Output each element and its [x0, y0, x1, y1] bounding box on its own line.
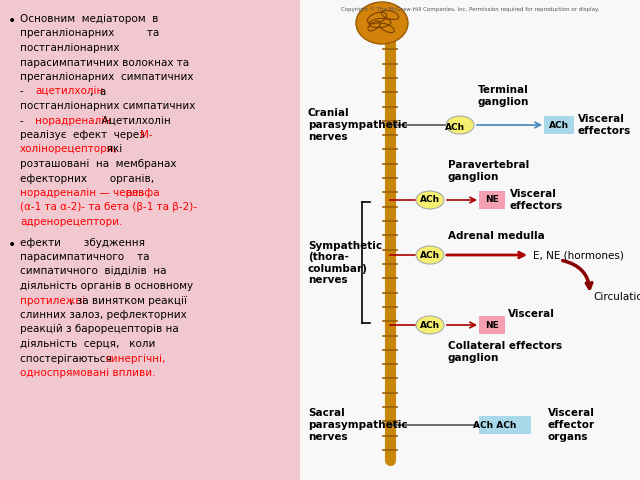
Text: ефекти       збудження: ефекти збудження: [20, 238, 145, 248]
Ellipse shape: [416, 316, 444, 334]
FancyBboxPatch shape: [479, 316, 505, 334]
Text: ефекторних       органів,: ефекторних органів,: [20, 173, 154, 183]
Text: ацетилхолін: ацетилхолін: [35, 86, 104, 96]
Text: Sympathetic
(thora-
columbar)
nerves: Sympathetic (thora- columbar) nerves: [308, 240, 382, 286]
Text: ACh: ACh: [420, 321, 440, 329]
Text: норадреналін — через: норадреналін — через: [20, 188, 147, 198]
Text: (α-1 та α-2)- та бета (β-1 та β-2)-: (α-1 та α-2)- та бета (β-1 та β-2)-: [20, 203, 197, 213]
Text: Copyright © The McGraw-Hill Companies, Inc. Permission required for reproduction: Copyright © The McGraw-Hill Companies, I…: [341, 6, 599, 12]
Ellipse shape: [356, 2, 408, 44]
Text: •: •: [8, 14, 16, 28]
Text: Sacral
parasympathetic
nerves: Sacral parasympathetic nerves: [308, 408, 408, 442]
Text: спостерігаються: спостерігаються: [20, 353, 118, 363]
Bar: [0, 0, 300, 480]
FancyBboxPatch shape: [544, 116, 574, 134]
Text: NE: NE: [485, 321, 499, 329]
Text: преганліонарних  симпатичних: преганліонарних симпатичних: [20, 72, 193, 82]
Text: парасимпатичних волокнах та: парасимпатичних волокнах та: [20, 58, 189, 68]
Text: Visceral
effector
organs: Visceral effector organs: [548, 408, 595, 442]
Text: слинних залоз, рефлекторних: слинних залоз, рефлекторних: [20, 310, 187, 320]
Text: ACh: ACh: [549, 120, 569, 130]
Text: Terminal
ganglion: Terminal ganglion: [478, 85, 529, 107]
Text: односпрямовані впливи.: односпрямовані впливи.: [20, 368, 156, 378]
Text: альфа: альфа: [125, 188, 159, 198]
Text: норадреналін: норадреналін: [35, 116, 111, 125]
Text: синергічні,: синергічні,: [105, 353, 165, 363]
Text: діяльність  серця,   коли: діяльність серця, коли: [20, 339, 156, 349]
Text: Основним  медіатором  в: Основним медіатором в: [20, 14, 158, 24]
Text: адренорецептори.: адренорецептори.: [20, 217, 122, 227]
Text: Circulation: Circulation: [593, 292, 640, 302]
Text: Visceral: Visceral: [508, 309, 555, 319]
Text: М-: М-: [140, 130, 152, 140]
Text: Cranial
parasympathetic
nerves: Cranial parasympathetic nerves: [308, 108, 408, 142]
Text: ACh: ACh: [420, 251, 440, 260]
Bar: [300, 0, 640, 480]
Text: . Ацетилхолін: . Ацетилхолін: [95, 116, 171, 125]
Text: NE: NE: [485, 195, 499, 204]
Text: -: -: [20, 116, 30, 125]
Text: преганліонарних          та: преганліонарних та: [20, 28, 159, 38]
Text: холінорецептори,: холінорецептори,: [20, 144, 118, 155]
Text: -: -: [20, 86, 30, 96]
Text: розташовані  на  мембранах: розташовані на мембранах: [20, 159, 177, 169]
Text: Paravertebral
ganglion: Paravertebral ganglion: [448, 160, 529, 182]
Text: діяльність органів в основному: діяльність органів в основному: [20, 281, 193, 291]
Text: •: •: [8, 238, 16, 252]
Text: реалізує  ефект  через: реалізує ефект через: [20, 130, 151, 140]
FancyBboxPatch shape: [479, 191, 505, 209]
Text: симпатичного  відділів  на: симпатичного відділів на: [20, 266, 166, 276]
Text: протилежні: протилежні: [20, 296, 85, 305]
Text: ACh ACh: ACh ACh: [474, 420, 516, 430]
Text: Visceral
effectors: Visceral effectors: [510, 189, 563, 211]
Ellipse shape: [446, 116, 474, 134]
Text: Visceral
effectors: Visceral effectors: [578, 114, 631, 136]
Text: ACh: ACh: [420, 195, 440, 204]
Text: , за винятком реакції: , за винятком реакції: [70, 296, 187, 305]
Text: ,  а: , а: [90, 86, 106, 96]
Text: постганліонарних симпатичних: постганліонарних симпатичних: [20, 101, 195, 111]
Text: ACh: ACh: [445, 122, 465, 132]
Ellipse shape: [416, 246, 444, 264]
FancyBboxPatch shape: [479, 416, 531, 434]
Text: постганліонарних: постганліонарних: [20, 43, 120, 53]
Text: які: які: [100, 144, 122, 155]
Text: реакцій з барорецепторів на: реакцій з барорецепторів на: [20, 324, 179, 335]
Ellipse shape: [416, 191, 444, 209]
Text: E, NE (hormones): E, NE (hormones): [533, 250, 624, 260]
Text: Collateral effectors
ganglion: Collateral effectors ganglion: [448, 341, 562, 362]
Text: парасимпатичного    та: парасимпатичного та: [20, 252, 150, 262]
Text: Adrenal medulla: Adrenal medulla: [448, 231, 545, 241]
